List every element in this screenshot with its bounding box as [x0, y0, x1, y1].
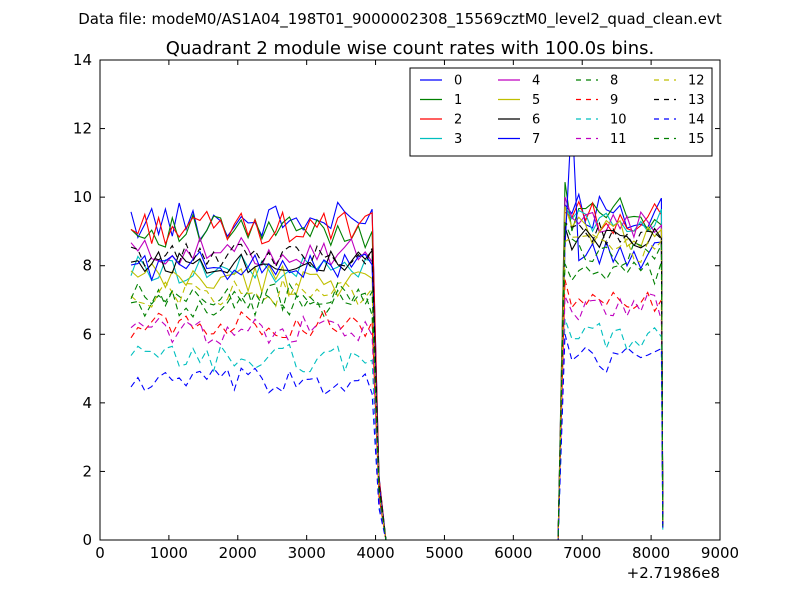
series-line-10 [130, 318, 664, 540]
legend-label-2: 2 [454, 113, 462, 128]
legend-label-13: 13 [688, 93, 705, 108]
chart-title: Quadrant 2 module wise count rates with … [166, 38, 655, 59]
series-line-15 [130, 222, 664, 540]
y-tick-label: 6 [82, 325, 92, 343]
x-tick-label: 0 [95, 544, 105, 562]
axis-ticks: 0 1000 2000 3000 4000 5000 6000 7000 8000 9000 0 2 4… [73, 51, 739, 562]
legend-label-0: 0 [454, 74, 462, 89]
axes-frame [99, 59, 721, 541]
series-line-7 [130, 111, 664, 540]
x-tick-label: 5000 [425, 544, 463, 562]
series-line-8 [130, 261, 664, 540]
x-tick-label: 3000 [288, 544, 326, 562]
legend-label-3: 3 [454, 132, 462, 147]
y-tick-label: 10 [73, 188, 92, 206]
series-line-9 [130, 279, 664, 540]
y-tick-label: 4 [82, 394, 92, 412]
legend-box [409, 67, 713, 157]
legend-label-14: 14 [688, 113, 705, 128]
legend-label-11: 11 [610, 132, 627, 147]
legend-label-12: 12 [688, 74, 705, 89]
legend-label-5: 5 [532, 93, 540, 108]
series-line-3 [130, 204, 664, 540]
legend-label-6: 6 [532, 113, 540, 128]
x-tick-label: 1000 [150, 544, 188, 562]
legend-label-9: 9 [610, 93, 618, 108]
series-line-13 [130, 221, 664, 540]
y-tick-label: 0 [82, 531, 92, 549]
legend-label-8: 8 [610, 74, 618, 89]
y-tick-label: 8 [82, 257, 92, 275]
series-line-1 [130, 182, 664, 540]
legend-label-10: 10 [610, 113, 627, 128]
series-line-0 [130, 192, 664, 540]
x-tick-label: 9000 [701, 544, 739, 562]
series-line-2 [130, 200, 664, 540]
x-tick-label: 4000 [356, 544, 394, 562]
series-line-12 [130, 234, 664, 540]
series-line-5 [130, 206, 664, 540]
legend-label-15: 15 [688, 132, 705, 147]
legend-label-7: 7 [532, 132, 540, 147]
chart-suptitle: Data file: modeM0/AS1A04_198T01_90000023… [78, 10, 722, 29]
series-line-4 [130, 196, 664, 540]
x-tick-label: 2000 [219, 544, 257, 562]
legend-label-1: 1 [454, 93, 462, 108]
series-line-14 [130, 334, 664, 540]
x-tick-label: 7000 [563, 544, 601, 562]
x-tick-label: 6000 [494, 544, 532, 562]
series-line-6 [130, 226, 664, 540]
x-tick-label: 8000 [632, 544, 670, 562]
legend-label-4: 4 [532, 74, 540, 89]
y-tick-label: 12 [73, 120, 92, 138]
y-tick-label: 14 [73, 51, 92, 69]
x-offset-label: +2.71986e8 [627, 564, 720, 582]
plot-area [130, 111, 664, 540]
y-tick-label: 2 [82, 462, 92, 480]
